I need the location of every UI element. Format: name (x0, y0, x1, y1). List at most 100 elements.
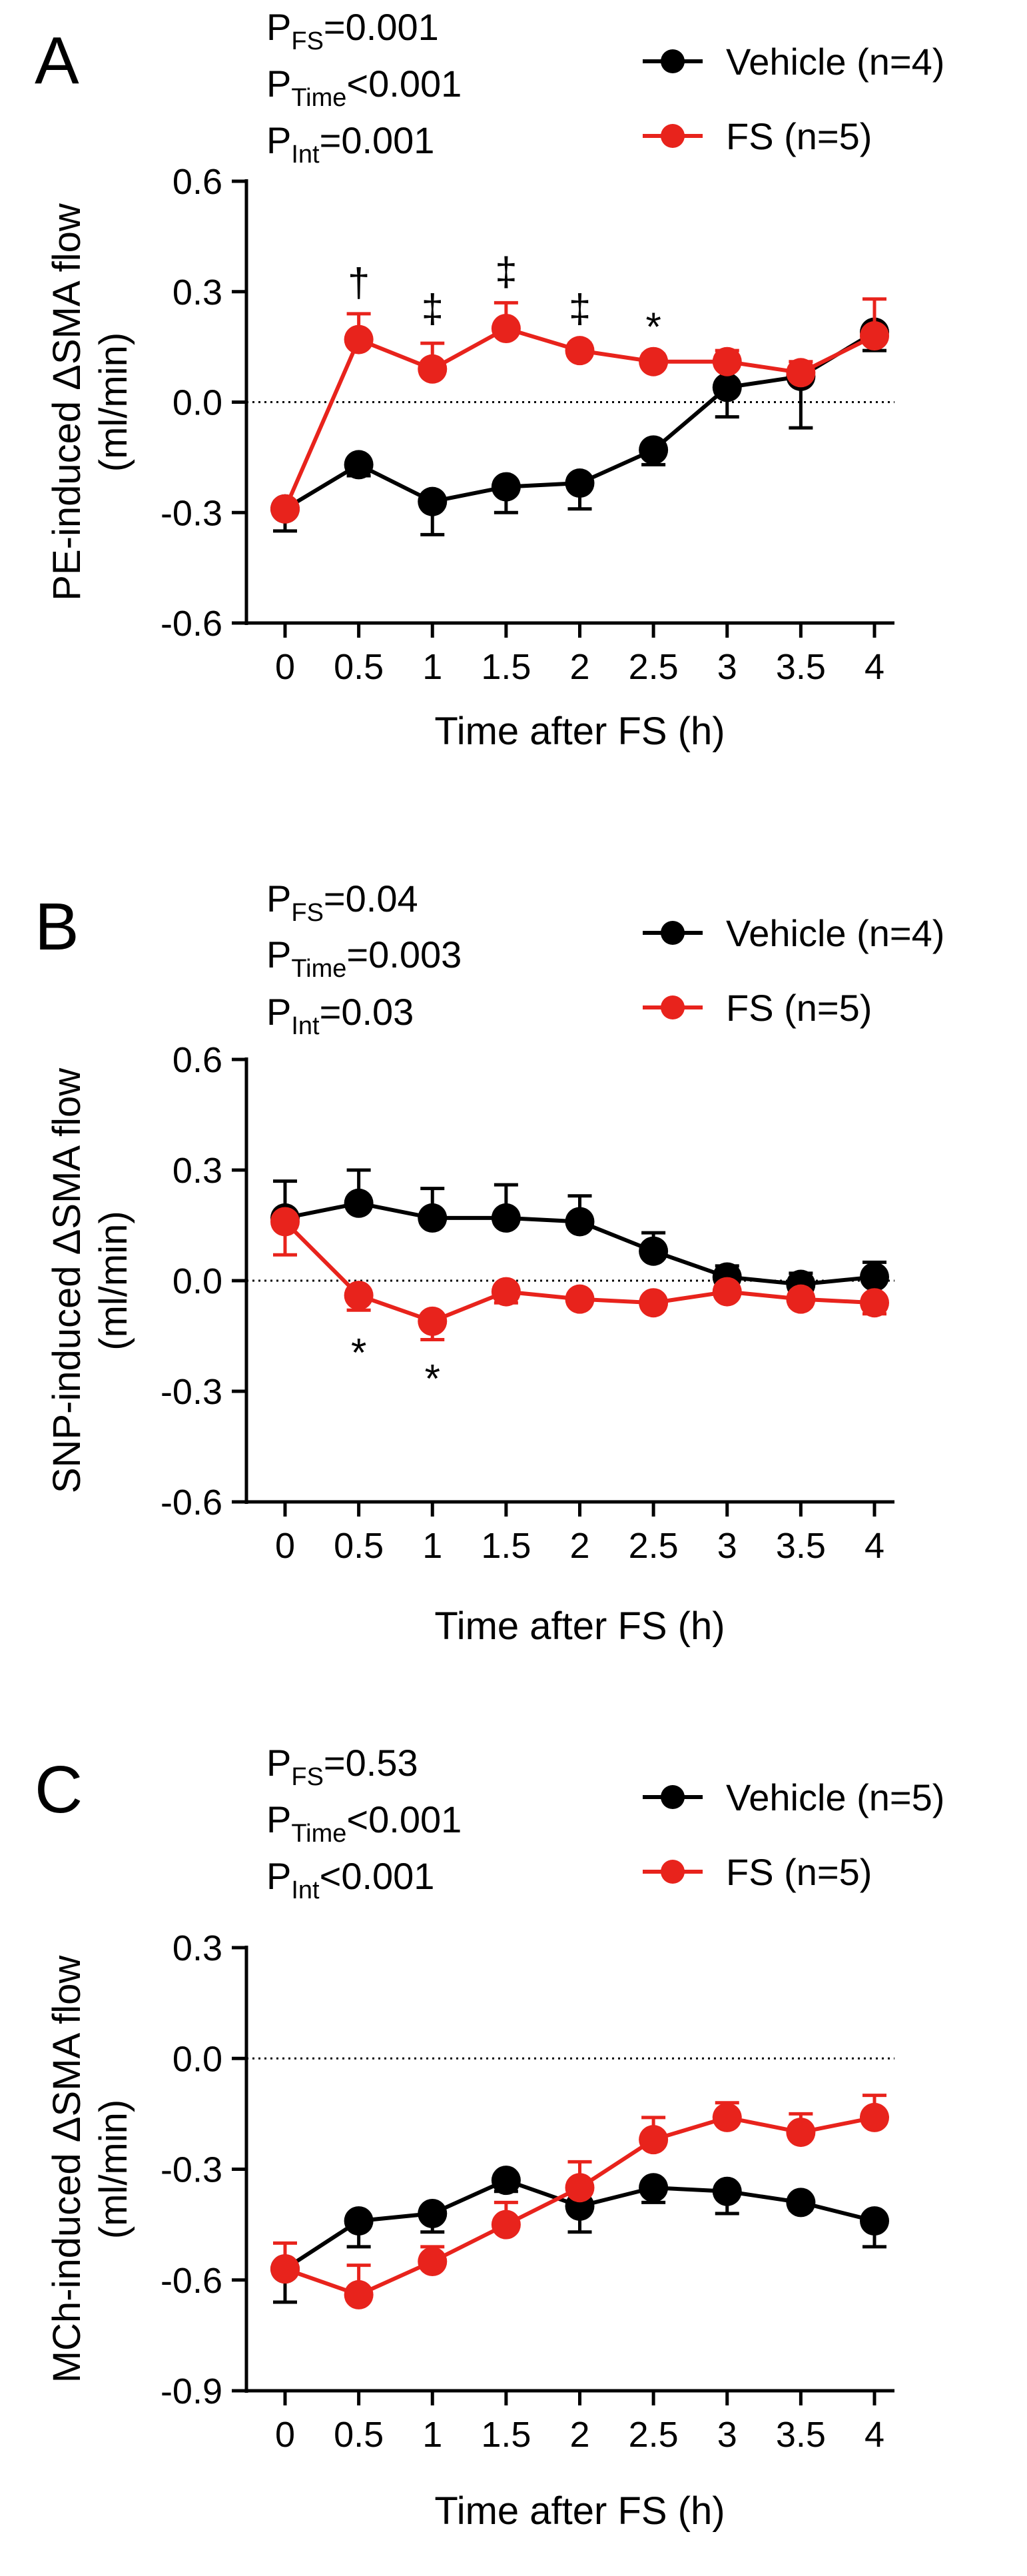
x-tick-label: 1.5 (481, 2415, 531, 2455)
data-point (270, 2254, 300, 2284)
data-point (418, 1203, 448, 1233)
legend-label: FS (n=5) (726, 1851, 872, 1893)
stats-line: PInt=0.001 (266, 119, 434, 169)
data-point (860, 321, 889, 351)
stats-line: PTime<0.001 (266, 1798, 462, 1848)
data-point (860, 1288, 889, 1318)
legend-marker (661, 1785, 685, 1809)
y-tick-label: 0.3 (172, 273, 222, 313)
panel-label: C (35, 1752, 83, 1827)
panel-label: A (35, 23, 79, 98)
x-tick-label: 2 (569, 647, 589, 687)
data-point (344, 2279, 374, 2309)
x-tick-label: 0.5 (334, 1526, 384, 1566)
x-tick-label: 3.5 (776, 2415, 826, 2455)
x-tick-label: 2.5 (629, 2415, 679, 2455)
chart-panel-b: B PFS=0.04 PTime=0.003 PInt=0.03 Vehicle (n=… (35, 878, 944, 1648)
data-point (639, 1236, 669, 1266)
legend-label: Vehicle (n=4) (726, 41, 944, 83)
x-tick-label: 2.5 (629, 647, 679, 687)
x-tick-label: 4 (864, 2415, 884, 2455)
data-point (270, 494, 300, 524)
significance-marker: † (348, 261, 370, 305)
data-point (639, 346, 669, 376)
data-point (639, 2173, 669, 2203)
y-tick-label: -0.3 (161, 493, 222, 533)
x-axis-title: Time after FS (h) (434, 1605, 725, 1648)
legend-label: FS (n=5) (726, 987, 872, 1029)
data-point (712, 346, 742, 376)
stats-line: PTime<0.001 (266, 63, 462, 112)
data-point (565, 336, 595, 366)
data-point (344, 2206, 374, 2236)
data-point (565, 468, 595, 498)
x-tick-label: 0 (275, 2415, 295, 2455)
y-tick-label: -0.3 (161, 1372, 222, 1412)
significance-marker: * (645, 305, 661, 349)
x-tick-label: 3 (717, 1526, 737, 1566)
x-tick-label: 1 (422, 647, 442, 687)
significance-marker: ‡ (422, 286, 444, 330)
series-vehicle (270, 2166, 889, 2304)
significance-marker: ‡ (569, 286, 591, 330)
data-point (786, 2188, 816, 2218)
data-point (786, 358, 816, 388)
y-tick-label: 0.3 (172, 1151, 222, 1191)
data-point (786, 2118, 816, 2148)
data-point (860, 1262, 889, 1292)
series-fs (270, 2094, 889, 2309)
data-point (639, 435, 669, 465)
data-point (270, 1207, 300, 1237)
series-fs (270, 297, 889, 524)
data-point (418, 354, 448, 384)
y-tick-label: -0.9 (161, 2371, 222, 2411)
data-point (491, 1277, 521, 1307)
data-point (491, 314, 521, 343)
data-point (344, 1281, 374, 1311)
y-axis-title: PE-induced ΔSMA flow (45, 203, 89, 601)
x-tick-label: 1 (422, 2415, 442, 2455)
data-point (418, 2247, 448, 2277)
y-tick-label: 0.0 (172, 383, 222, 423)
significance-marker: * (351, 1331, 366, 1375)
y-axis-title: MCh-induced ΔSMA flow (45, 1955, 89, 2383)
y-axis-title: SNP-induced ΔSMA flow (45, 1067, 89, 1493)
data-point (565, 2173, 595, 2203)
data-point (491, 2166, 521, 2196)
stats-line: PFS=0.001 (266, 6, 439, 55)
x-axis-title: Time after FS (h) (434, 2489, 725, 2533)
data-point (639, 1288, 669, 1318)
legend-marker (661, 49, 685, 73)
y-tick-label: 0.0 (172, 1261, 222, 1301)
x-tick-label: 0.5 (334, 647, 384, 687)
x-axis-title: Time after FS (h) (434, 710, 725, 753)
significance-marker: * (425, 1356, 440, 1401)
data-point (418, 486, 448, 516)
y-axis-unit: (ml/min) (92, 2100, 135, 2239)
legend-marker (661, 921, 685, 945)
x-tick-label: 1.5 (481, 1526, 531, 1566)
y-tick-label: 0.6 (172, 1040, 222, 1080)
legend-label: Vehicle (n=5) (726, 1776, 944, 1818)
x-tick-label: 3.5 (776, 1526, 826, 1566)
x-tick-label: 1.5 (481, 647, 531, 687)
data-point (491, 2210, 521, 2240)
x-tick-label: 4 (864, 647, 884, 687)
data-point (418, 1306, 448, 1336)
legend-label: Vehicle (n=4) (726, 912, 944, 954)
data-point (639, 2125, 669, 2155)
data-point (860, 2206, 889, 2236)
stats-line: PInt=0.03 (266, 991, 414, 1040)
data-point (565, 1284, 595, 1314)
data-point (344, 1188, 374, 1218)
x-tick-label: 3 (717, 2415, 737, 2455)
y-tick-label: -0.6 (161, 1483, 222, 1523)
panel-label: B (35, 890, 79, 964)
data-point (786, 1284, 816, 1314)
y-axis-unit: (ml/min) (92, 332, 135, 472)
series-vehicle (270, 1168, 889, 1299)
x-tick-label: 1 (422, 1526, 442, 1566)
stats-line: PFS=0.53 (266, 1742, 418, 1791)
x-tick-label: 0 (275, 1526, 295, 1566)
